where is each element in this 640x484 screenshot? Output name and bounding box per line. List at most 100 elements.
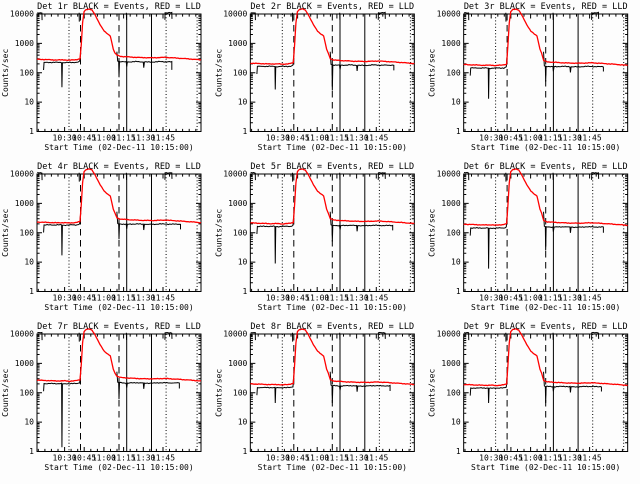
events-series-pre [44,373,81,447]
y-tick-label: 10000 [437,10,461,19]
y-tick-label: 10000 [10,10,34,19]
y-tick-label: 100 [446,228,461,237]
panel-title: Det 3r BLACK = Events, RED = LLD [464,2,628,12]
y-tick-label: 1 [243,127,248,136]
y-tick-label: 10000 [10,330,34,339]
panel-title: Det 9r BLACK = Events, RED = LLD [464,322,628,332]
y-tick-label: 1000 [441,39,460,48]
y-tick-label: 10000 [223,10,247,19]
panel-title: Det 1r BLACK = Events, RED = LLD [37,2,201,12]
y-tick-label: 1000 [15,199,34,208]
events-series-pre [44,53,81,88]
y-tick-label: 1000 [15,359,34,368]
y-tick-label: 1 [29,127,34,136]
x-tick-label: 11:45 [578,134,602,143]
events-series-post [117,52,172,78]
events-series-top-bracket [592,332,599,340]
events-series-pre [470,213,507,269]
y-tick-label: 10 [238,98,248,107]
events-series-pre [470,373,507,403]
events-series-top-bracket [378,12,385,20]
y-tick-label: 1 [456,287,461,296]
y-tick-label: 1 [243,447,248,456]
y-tick-label: 100 [233,388,248,397]
panel-title: Det 4r BLACK = Events, RED = LLD [37,162,201,172]
y-tick-label: 1 [29,447,34,456]
y-tick-label: 10 [24,258,34,267]
panel-det-4r: 11010010001000010:3010:4511:0011:1511:30… [1,162,201,312]
panel-det-9r: 11010010001000010:3010:4511:0011:1511:30… [428,322,628,472]
x-axis-label: Start Time (02-Dec-11 10:15:00) [44,143,193,152]
events-series-post [544,212,604,251]
panel-det-5r: 11010010001000010:3010:4511:0011:1511:30… [214,162,414,312]
y-axis-label: Counts/sec [214,49,223,97]
panel-det-1r: 11010010001000010:3010:4511:0011:1511:30… [1,2,201,152]
y-tick-label: 1 [456,447,461,456]
y-axis-label: Counts/sec [428,49,437,97]
y-tick-label: 100 [20,228,35,237]
y-tick-label: 1 [29,287,34,296]
x-tick-label: 11:45 [151,454,175,463]
y-tick-label: 10 [451,418,461,427]
y-tick-label: 10 [238,258,248,267]
events-series-pre [257,213,294,264]
events-series-pre [44,213,81,256]
y-tick-label: 1000 [228,39,247,48]
y-tick-label: 1000 [441,359,460,368]
x-tick-label: 11:45 [364,134,388,143]
y-axis-label: Counts/sec [428,209,437,257]
y-tick-label: 10 [451,98,461,107]
events-series-pre [257,373,294,403]
x-axis-label: Start Time (02-Dec-11 10:15:00) [471,303,620,312]
events-series-post [544,52,604,82]
y-axis-label: Counts/sec [214,369,223,417]
y-tick-label: 10000 [10,170,34,179]
y-tick-label: 100 [233,68,248,77]
panel-det-8r: 11010010001000010:3010:4511:0011:1511:30… [214,322,414,472]
y-axis-label: Counts/sec [1,49,10,97]
events-series-pre [257,53,294,90]
x-tick-label: 11:45 [578,454,602,463]
x-tick-label: 11:45 [364,454,388,463]
events-series-top-bracket [592,12,599,20]
y-axis-label: Counts/sec [1,369,10,417]
events-series-top-bracket [165,12,172,20]
y-tick-label: 100 [233,228,248,237]
y-tick-label: 1 [456,127,461,136]
panel-det-2r: 11010010001000010:3010:4511:0011:1511:30… [214,2,414,152]
y-tick-label: 10 [24,98,34,107]
x-axis-label: Start Time (02-Dec-11 10:15:00) [44,303,193,312]
events-series-post [330,372,390,403]
y-tick-label: 10000 [223,170,247,179]
events-series-pre [470,53,507,99]
x-tick-label: 11:45 [151,134,175,143]
y-axis-label: Counts/sec [428,369,437,417]
y-tick-label: 100 [446,388,461,397]
x-tick-label: 11:45 [578,294,602,303]
y-tick-label: 1000 [228,199,247,208]
x-axis-label: Start Time (02-Dec-11 10:15:00) [258,303,407,312]
panel-title: Det 6r BLACK = Events, RED = LLD [464,162,628,172]
panel-title: Det 2r BLACK = Events, RED = LLD [250,2,414,12]
panel-det-7r: 11010010001000010:3010:4511:0011:1511:30… [1,322,201,472]
y-tick-label: 10 [238,418,248,427]
x-axis-label: Start Time (02-Dec-11 10:15:00) [258,463,407,472]
panel-title: Det 7r BLACK = Events, RED = LLD [37,322,201,332]
y-tick-label: 10 [24,418,34,427]
y-tick-label: 10 [451,258,461,267]
panel-title: Det 5r BLACK = Events, RED = LLD [250,162,414,172]
y-tick-label: 10000 [437,170,461,179]
y-tick-label: 100 [446,68,461,77]
x-axis-label: Start Time (02-Dec-11 10:15:00) [471,463,620,472]
y-tick-label: 1000 [228,359,247,368]
y-tick-label: 10000 [437,330,461,339]
y-tick-label: 1000 [15,39,34,48]
x-axis-label: Start Time (02-Dec-11 10:15:00) [471,143,620,152]
y-axis-label: Counts/sec [1,209,10,257]
y-tick-label: 10000 [223,330,247,339]
x-axis-label: Start Time (02-Dec-11 10:15:00) [44,463,193,472]
x-tick-label: 11:45 [151,294,175,303]
y-tick-label: 100 [20,68,35,77]
y-tick-label: 100 [20,388,35,397]
